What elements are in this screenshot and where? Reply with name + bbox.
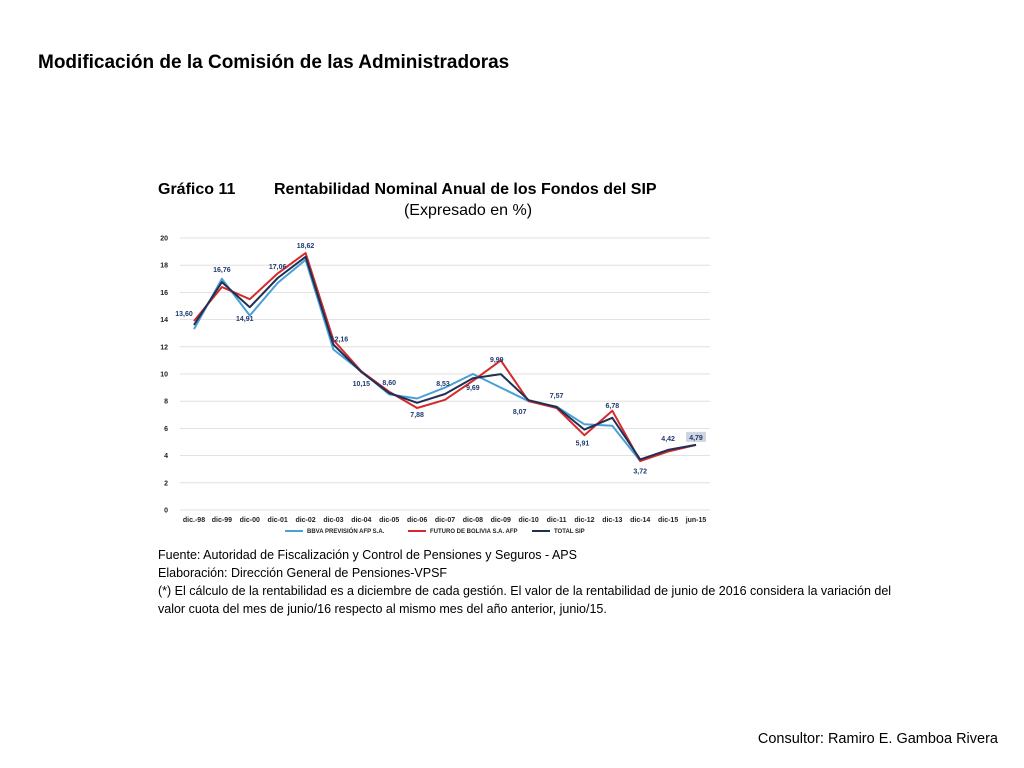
data-label: 8,60	[382, 380, 396, 387]
data-label: 4,79	[689, 435, 703, 442]
y-tick-label: 10	[160, 372, 168, 379]
series-line-2	[193, 252, 697, 462]
slide-title: Modificación de la Comisión de las Admin…	[38, 52, 510, 73]
data-label: 6,78	[606, 403, 620, 410]
y-tick-label: 8	[164, 399, 168, 406]
data-label: 17,06	[269, 264, 287, 271]
x-tick-label: dic-09	[491, 517, 511, 524]
x-tick-label: dic-07	[435, 517, 455, 524]
x-tick-label: dic-10	[519, 517, 539, 524]
legend-label: BBVA PREVISIÓN AFP S.A.	[307, 527, 385, 535]
x-tick-label: dic-12	[574, 517, 594, 524]
data-label: 9,69	[466, 385, 480, 392]
data-label: 3,72	[633, 468, 647, 475]
chart-number: Gráfico 11	[158, 181, 236, 198]
series-line-3	[193, 255, 697, 461]
data-label: 8,53	[436, 381, 450, 388]
data-label: 12,16	[331, 337, 349, 344]
series-line-1	[193, 258, 697, 462]
y-tick-label: 2	[164, 480, 168, 487]
chart-subtitle: (Expresado en %)	[403, 202, 533, 219]
x-tick-label: dic-05	[379, 517, 399, 524]
x-tick-label: dic-00	[240, 517, 260, 524]
y-tick-label: 4	[164, 453, 168, 460]
footnote: (*) El cálculo de la rentabilidad es a d…	[158, 584, 892, 616]
data-label: 5,91	[576, 441, 590, 448]
x-tick-label: dic-13	[602, 517, 622, 524]
legend-label: TOTAL SIP	[554, 529, 585, 535]
data-label: 14,91	[236, 316, 254, 323]
x-tick-label: dic-06	[407, 517, 427, 524]
y-tick-label: 18	[160, 263, 168, 270]
data-label: 8,07	[513, 409, 527, 416]
prepared-by-note: Elaboración: Dirección General de Pensio…	[158, 566, 448, 580]
data-label: 18,62	[297, 243, 315, 250]
chart-notes: Fuente: Autoridad de Fiscalización y Con…	[158, 546, 898, 618]
legend-label: FUTURO DE BOLIVIA S.A. AFP	[430, 529, 518, 535]
x-tick-label: dic-99	[212, 517, 232, 524]
chart-title: Rentabilidad Nominal Anual de los Fondos…	[274, 181, 657, 198]
data-label: 4,42	[661, 436, 675, 443]
x-tick-label: dic-01	[268, 517, 288, 524]
data-label: 10,15	[353, 381, 371, 388]
line-chart: 0 2 4 6 8 10 12 14 16 18 20 dic.-98 dic-99 dic-00 dic-…	[160, 236, 710, 535]
x-tick-label: dic-04	[351, 517, 371, 524]
data-label: 9,99	[490, 357, 504, 364]
consultant-credit: Consultor: Ramiro E. Gamboa Rivera	[757, 731, 998, 747]
x-tick-label: dic-03	[323, 517, 343, 524]
data-label: 7,88	[410, 412, 424, 419]
y-tick-label: 14	[160, 317, 168, 324]
x-tick-label: dic-14	[630, 517, 650, 524]
x-tick-label: dic-11	[547, 517, 567, 524]
data-label-box	[686, 431, 706, 442]
x-tick-label: dic-15	[658, 517, 678, 524]
chart-heading: Gráfico 11 Rentabilidad Nominal Anual de …	[158, 181, 718, 220]
y-tick-label: 20	[160, 236, 168, 243]
data-label: 16,76	[213, 267, 231, 274]
source-note: Fuente: Autoridad de Fiscalización y Con…	[158, 548, 577, 562]
x-tick-label: dic-02	[295, 517, 315, 524]
y-tick-label: 0	[164, 508, 168, 515]
data-label: 13,60	[175, 311, 193, 318]
y-tick-label: 12	[160, 344, 168, 351]
x-tick-label: dic-08	[463, 517, 483, 524]
y-tick-label: 16	[160, 290, 168, 297]
y-tick-label: 6	[164, 426, 168, 433]
x-tick-label: jun-15	[685, 517, 707, 524]
x-tick-label: dic.-98	[183, 517, 205, 524]
data-label: 7,57	[550, 393, 564, 400]
